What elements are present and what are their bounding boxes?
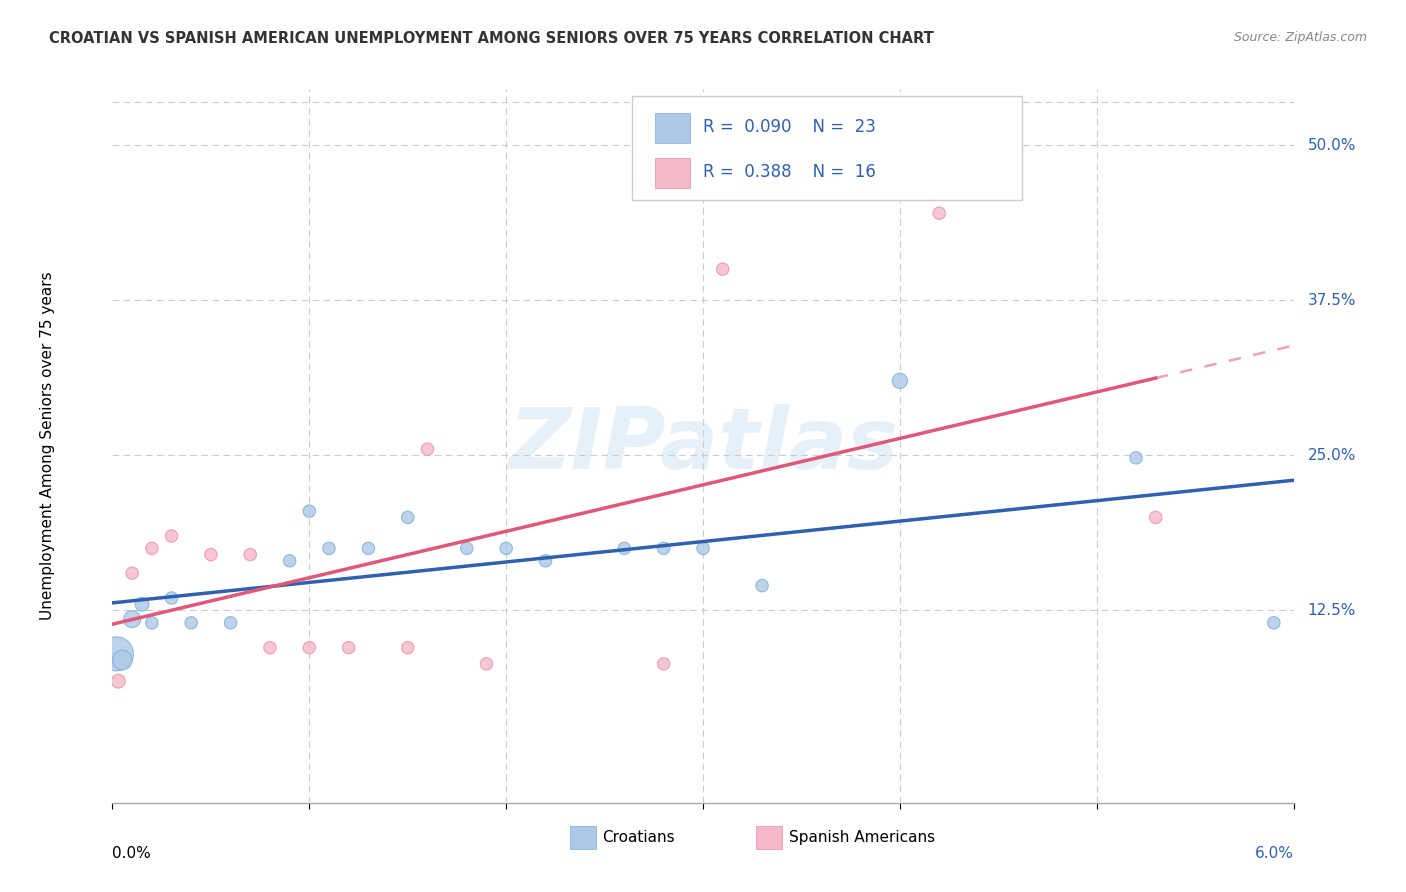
FancyBboxPatch shape — [756, 826, 782, 849]
Point — [318, 541, 340, 556]
Point — [456, 541, 478, 556]
Text: 12.5%: 12.5% — [1308, 603, 1355, 618]
Point — [613, 541, 636, 556]
Point — [298, 640, 321, 655]
Text: Spanish Americans: Spanish Americans — [789, 830, 935, 846]
FancyBboxPatch shape — [655, 158, 690, 187]
Point — [180, 615, 202, 630]
Point — [1125, 450, 1147, 465]
Text: 6.0%: 6.0% — [1254, 846, 1294, 861]
Point — [692, 541, 714, 556]
Point — [396, 640, 419, 655]
Point — [259, 640, 281, 655]
Point — [475, 657, 498, 671]
Text: 0.0%: 0.0% — [112, 846, 152, 861]
Point — [357, 541, 380, 556]
Text: 50.0%: 50.0% — [1308, 137, 1355, 153]
Point — [160, 591, 183, 605]
Point — [652, 657, 675, 671]
Point — [337, 640, 360, 655]
Point — [160, 529, 183, 543]
Point — [121, 612, 143, 626]
Point — [141, 615, 163, 630]
FancyBboxPatch shape — [655, 112, 690, 143]
Point — [751, 579, 773, 593]
Point — [278, 554, 301, 568]
Text: ZIPatlas: ZIPatlas — [508, 404, 898, 488]
Text: 25.0%: 25.0% — [1308, 448, 1355, 463]
Point — [219, 615, 242, 630]
Point — [111, 653, 134, 667]
Text: Source: ZipAtlas.com: Source: ZipAtlas.com — [1233, 31, 1367, 45]
Point — [652, 541, 675, 556]
Point — [889, 374, 911, 388]
Point — [239, 548, 262, 562]
Point — [298, 504, 321, 518]
Point — [200, 548, 222, 562]
Point — [396, 510, 419, 524]
Text: R =  0.090    N =  23: R = 0.090 N = 23 — [703, 118, 876, 136]
Point — [495, 541, 517, 556]
Point — [928, 206, 950, 220]
Point — [141, 541, 163, 556]
Point — [1144, 510, 1167, 524]
Point — [131, 597, 153, 611]
FancyBboxPatch shape — [633, 96, 1022, 200]
Point — [105, 647, 128, 661]
Text: Croatians: Croatians — [603, 830, 675, 846]
Point — [534, 554, 557, 568]
Point — [1263, 615, 1285, 630]
Point — [121, 566, 143, 581]
Point — [107, 674, 129, 689]
Text: R =  0.388    N =  16: R = 0.388 N = 16 — [703, 163, 876, 181]
Text: CROATIAN VS SPANISH AMERICAN UNEMPLOYMENT AMONG SENIORS OVER 75 YEARS CORRELATIO: CROATIAN VS SPANISH AMERICAN UNEMPLOYMEN… — [49, 31, 934, 46]
Text: Unemployment Among Seniors over 75 years: Unemployment Among Seniors over 75 years — [39, 272, 55, 620]
FancyBboxPatch shape — [569, 826, 596, 849]
Point — [416, 442, 439, 456]
Text: 37.5%: 37.5% — [1308, 293, 1357, 308]
Point — [711, 262, 734, 277]
